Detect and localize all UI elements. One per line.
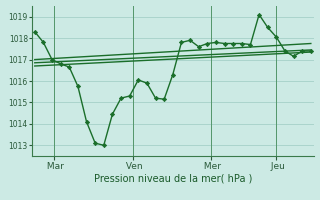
X-axis label: Pression niveau de la mer( hPa ): Pression niveau de la mer( hPa ) — [94, 173, 252, 183]
